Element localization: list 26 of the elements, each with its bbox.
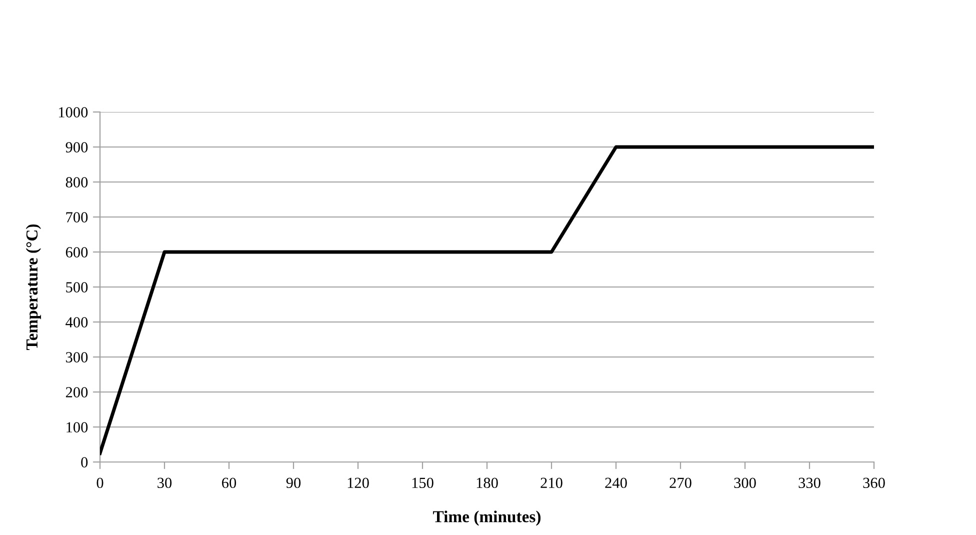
x-tick-label: 0: [96, 478, 104, 488]
y-tick-label: 900: [66, 142, 88, 152]
x-tick-label: 180: [476, 478, 498, 488]
x-tick-label: 90: [286, 478, 301, 488]
y-tick-label: 700: [66, 212, 88, 222]
y-tick-label: 600: [66, 247, 88, 258]
y-tick-label: 800: [66, 177, 88, 188]
y-tick-label: 400: [66, 317, 88, 328]
x-tick-label: 60: [222, 478, 236, 488]
x-tick-label: 150: [412, 478, 434, 488]
x-tick-label: 330: [798, 478, 820, 488]
x-tick-label: 120: [348, 478, 369, 488]
y-tick-label: 100: [66, 422, 88, 432]
x-tick-label: 270: [670, 478, 692, 488]
x-tick-label: 30: [158, 478, 172, 488]
y-tick-label: 500: [66, 282, 88, 292]
y-tick-label: 0: [81, 457, 88, 468]
x-tick-label: 360: [863, 478, 885, 488]
y-tick-label: 300: [66, 352, 88, 362]
x-tick-label: 300: [734, 478, 756, 488]
x-tick-label: 240: [605, 478, 627, 488]
y-tick-label: 1000: [58, 107, 88, 118]
y-axis-title: Temperature (°C): [26, 224, 41, 350]
x-axis-title: Time (minutes): [433, 510, 541, 526]
x-tick-label: 210: [540, 478, 562, 488]
y-tick-label: 200: [66, 387, 88, 398]
